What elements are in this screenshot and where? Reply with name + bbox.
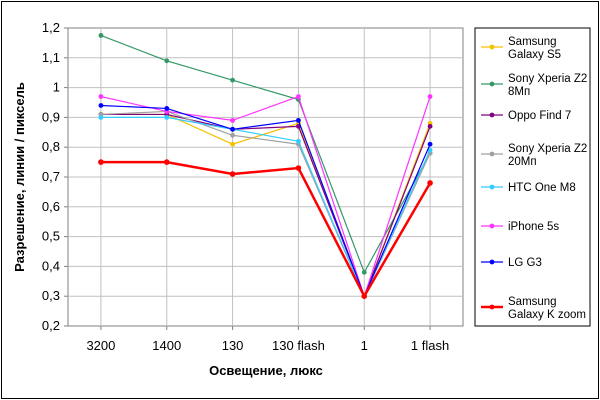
series-line-samsung-galaxy-k-zoom [100, 160, 432, 299]
data-point-htc-one-m8 [98, 115, 104, 120]
legend-marker [489, 81, 495, 87]
data-point-samsung-galaxy-k-zoom [427, 180, 433, 186]
y-tick-label: 1 [53, 80, 60, 95]
legend-label: Galaxy S5 [508, 49, 561, 61]
legend-label: Sony Xperia Z2 [508, 73, 587, 85]
y-tick-label: 0,8 [42, 139, 60, 154]
data-point-oppo-find-7 [427, 123, 433, 129]
legend-label: HTC One M8 [508, 182, 576, 194]
x-tick-label: 130 [222, 338, 244, 353]
legend-label: Galaxy K zoom [508, 309, 586, 321]
gridlines [64, 27, 463, 330]
data-point-sony-xperia-z2-20мп [230, 132, 235, 138]
data-point-sony-xperia-z2-8мп [361, 269, 367, 275]
data-point-lg-g3 [427, 141, 433, 147]
data-point-lg-g3 [98, 103, 104, 108]
data-point-samsung-galaxy-k-zoom [295, 165, 302, 171]
x-tick-label: 1 flash [411, 338, 449, 353]
legend-label: iPhone 5s [508, 221, 559, 233]
data-point-iphone-5s [427, 94, 433, 99]
legend-marker [489, 151, 495, 157]
series-line-oppo-find-7 [100, 113, 431, 298]
data-point-samsung-galaxy-k-zoom [98, 159, 104, 165]
data-point-sony-xperia-z2-8мп [230, 77, 235, 83]
data-point-htc-one-m8 [427, 147, 433, 153]
x-tick-label: 1400 [152, 338, 181, 353]
data-point-samsung-galaxy-k-zoom [361, 293, 368, 300]
legend-box [474, 27, 591, 327]
data-point-lg-g3 [230, 126, 235, 132]
y-tick-label: 0,4 [42, 258, 60, 273]
x-axis-title: Освещение, люкс [209, 363, 323, 378]
data-point-lg-g3 [296, 117, 301, 123]
y-tick-label: 0,7 [42, 169, 60, 184]
data-point-samsung-galaxy-k-zoom [229, 171, 236, 177]
data-point-samsung-galaxy-k-zoom [163, 159, 170, 165]
legend-label: 20Мп [508, 156, 537, 168]
legend-marker [489, 184, 495, 190]
data-point-iphone-5s [230, 117, 235, 123]
legend-marker [489, 304, 495, 310]
series-line-lg-g3 [100, 104, 431, 298]
x-tick-label: 3200 [86, 338, 115, 353]
y-tick-label: 0,3 [42, 288, 60, 303]
y-axis-title: Разрешение, линии / пиксель [12, 82, 27, 272]
y-tick-labels: 0,2 0,3 0,4 0,5 0,6 0,7 0,8 0,9 1 1,1 1,2 [42, 20, 60, 333]
data-point-iphone-5s [296, 94, 301, 99]
legend-label: Sony Xperia Z2 [508, 143, 587, 155]
legend-label: 8Мп [508, 86, 530, 98]
y-tick-label: 1,2 [42, 20, 60, 35]
y-tick-label: 0,5 [42, 229, 60, 244]
legend-label: LG G3 [508, 257, 542, 269]
legend-marker [489, 223, 495, 229]
data-point-htc-one-m8 [296, 138, 301, 144]
legend-label: Samsung [508, 36, 557, 48]
data-point-htc-one-m8 [164, 115, 170, 120]
y-tick-label: 1,1 [42, 50, 60, 65]
x-tick-label: 130 flash [272, 338, 325, 353]
legend-marker [489, 259, 495, 265]
data-point-sony-xperia-z2-8мп [164, 58, 170, 64]
legend-label: Samsung [508, 296, 557, 308]
data-point-lg-g3 [164, 106, 170, 111]
y-tick-label: 0,6 [42, 199, 60, 214]
series-line-iphone-5s [100, 95, 431, 299]
x-tick-label: 1 [361, 338, 368, 353]
legend-marker [489, 112, 495, 118]
data-point-sony-xperia-z2-8мп [98, 33, 104, 38]
y-tick-label: 0,2 [42, 318, 60, 333]
y-tick-label: 0,9 [42, 109, 60, 124]
legend-marker [489, 44, 495, 50]
series-line-sony-xperia-z2-8мп [100, 34, 431, 274]
series-group [98, 33, 433, 300]
x-tick-labels: 3200 1400 130 130 flash 1 1 flash [86, 338, 449, 353]
legend-label: Oppo Find 7 [508, 110, 571, 122]
data-point-iphone-5s [98, 94, 104, 99]
data-point-samsung-galaxy-s5 [230, 141, 235, 147]
